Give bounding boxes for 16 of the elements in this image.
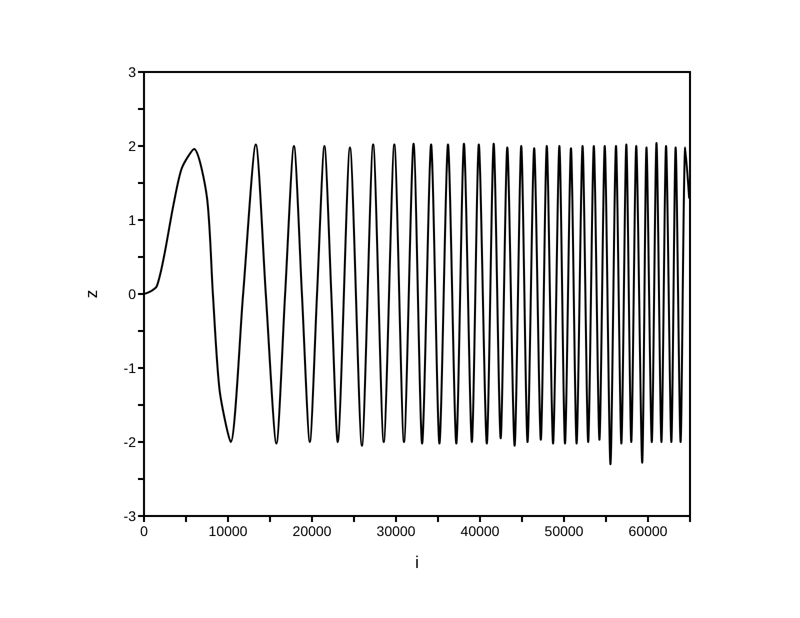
- y-tick-label: 0: [128, 286, 136, 302]
- y-tick-label: 2: [128, 138, 136, 154]
- y-tick-label: -2: [124, 434, 136, 450]
- x-tick-label: 20000: [292, 523, 332, 539]
- x-tick-label: 30000: [376, 523, 416, 539]
- y-tick-label: 3: [128, 64, 136, 80]
- y-tick-label: -1: [124, 360, 136, 376]
- y-axis-title: z: [82, 290, 101, 298]
- x-tick-label: 60000: [628, 523, 668, 539]
- x-tick-label: 50000: [544, 523, 584, 539]
- x-tick-label: 40000: [460, 523, 500, 539]
- x-tick-label: 10000: [208, 523, 248, 539]
- x-axis-title: i: [415, 553, 419, 572]
- y-tick-label: 1: [128, 212, 136, 228]
- x-tick-label: 0: [140, 523, 148, 539]
- y-tick-label: -3: [124, 508, 136, 524]
